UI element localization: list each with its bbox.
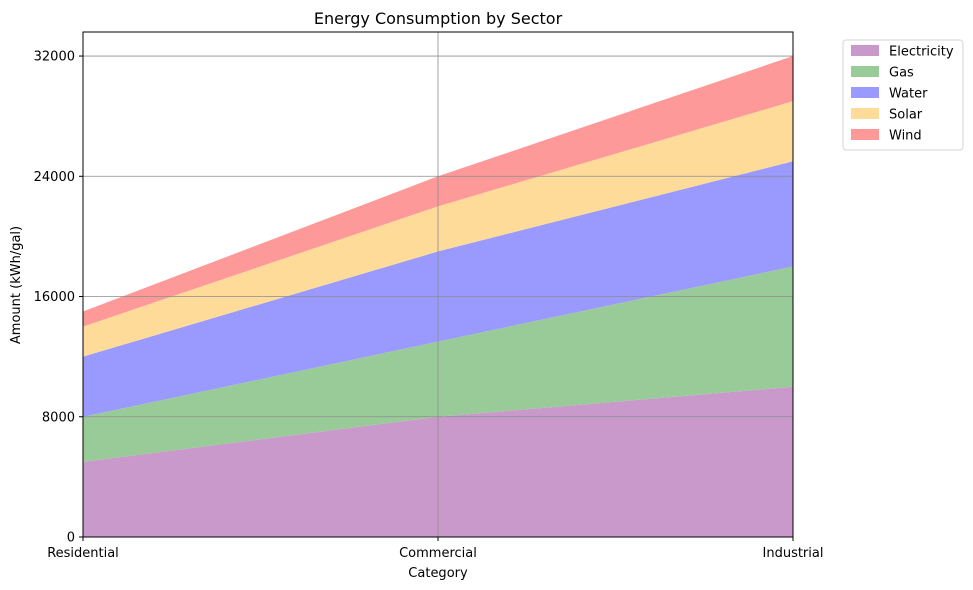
legend-swatch-wind (851, 129, 879, 140)
x-tick-label: Commercial (399, 546, 477, 561)
x-tick-label: Industrial (763, 546, 824, 561)
legend-label-water: Water (889, 87, 928, 102)
legend: Electricity Gas Water Solar Wind (842, 39, 964, 151)
y-tick-label: 16000 (34, 290, 75, 305)
y-axis-ticks: 0 8000 16000 24000 32000 (34, 50, 83, 546)
legend-label-wind: Wind (889, 129, 922, 144)
x-axis-label: Category (408, 566, 468, 581)
y-tick-label: 0 (67, 531, 75, 546)
chart-title: Energy Consumption by Sector (314, 9, 563, 28)
legend-label-gas: Gas (889, 66, 914, 81)
legend-swatch-solar (851, 108, 879, 119)
x-axis-ticks: Residential Commercial Industrial (47, 537, 823, 561)
x-tick-label: Residential (47, 546, 119, 561)
y-axis-label: Amount (kWh/gal) (9, 226, 24, 344)
y-tick-label: 24000 (34, 170, 75, 185)
legend-label-electricity: Electricity (889, 45, 954, 60)
y-tick-label: 32000 (34, 50, 75, 65)
legend-label-solar: Solar (889, 108, 923, 123)
legend-swatch-water (851, 87, 879, 98)
y-tick-label: 8000 (42, 410, 75, 425)
legend-swatch-electricity (851, 45, 879, 56)
legend-swatch-gas (851, 66, 879, 77)
